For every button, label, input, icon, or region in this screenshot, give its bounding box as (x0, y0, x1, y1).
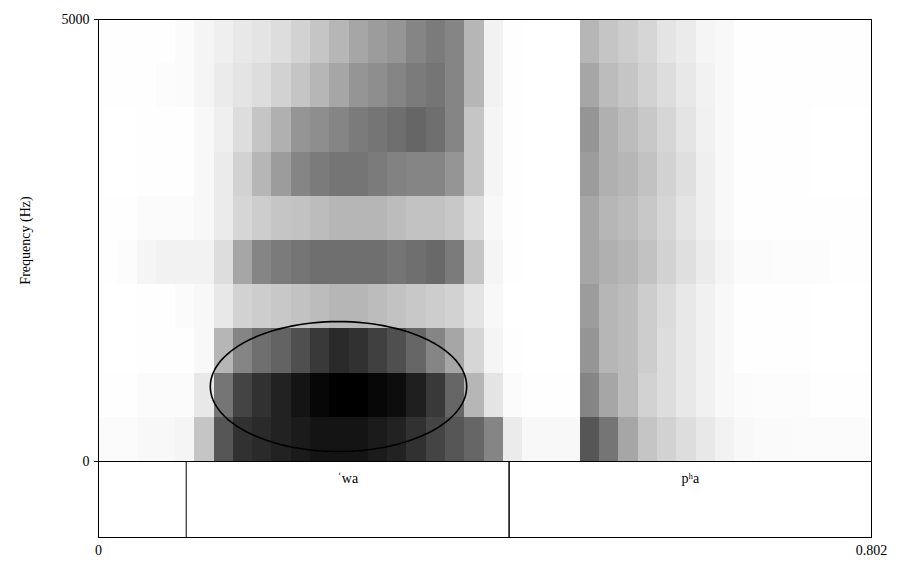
svg-text:0: 0 (95, 543, 102, 558)
svg-text:0: 0 (83, 454, 90, 469)
svg-text:Frequency (Hz): Frequency (Hz) (18, 196, 34, 285)
svg-text:0.802: 0.802 (856, 543, 888, 558)
svg-text:pʰa: pʰa (681, 471, 699, 486)
svg-text:5000: 5000 (62, 12, 90, 27)
svg-text:ˈwa: ˈwa (337, 471, 359, 486)
